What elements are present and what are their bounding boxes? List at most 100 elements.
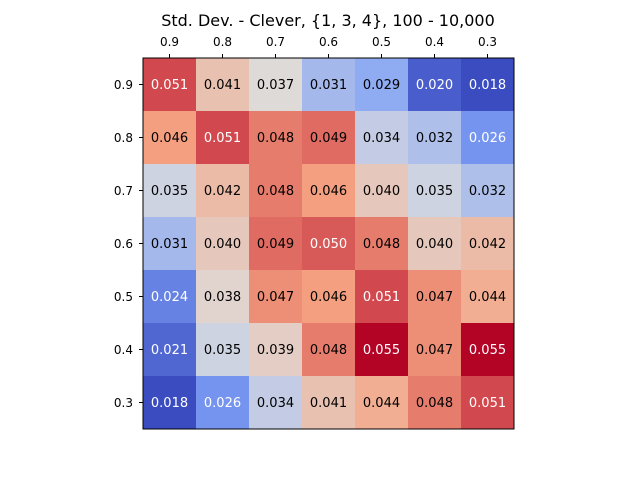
cell-value-label: 0.046: [310, 290, 347, 305]
heatmap-cell: [249, 164, 302, 217]
y-tick-label: 0.3: [114, 396, 133, 410]
heatmap-cell: [249, 58, 302, 111]
cell-value-label: 0.026: [469, 131, 506, 146]
chart-title: Std. Dev. - Clever, {1, 3, 4}, 100 - 10,…: [161, 11, 495, 30]
cell-value-label: 0.041: [310, 396, 347, 411]
heatmap-cell: [196, 111, 249, 164]
heatmap-cell: [143, 111, 196, 164]
cell-value-label: 0.038: [204, 290, 241, 305]
heatmap-cell: [355, 376, 408, 429]
heatmap-cell: [196, 217, 249, 270]
cell-value-label: 0.051: [204, 131, 241, 146]
cell-value-label: 0.018: [151, 396, 188, 411]
cell-value-label: 0.040: [416, 237, 453, 252]
cell-value-label: 0.026: [204, 396, 241, 411]
heatmap-cell: [408, 217, 461, 270]
heatmap-cell: [302, 270, 355, 323]
cell-value-label: 0.035: [151, 184, 188, 199]
cell-value-label: 0.047: [416, 290, 453, 305]
heatmap-cell: [461, 376, 514, 429]
heatmap-cell: [249, 217, 302, 270]
heatmap-cells: 0.051 0.041 0.037 0.031 0.029 0.020 0.018 0.046…: [143, 58, 514, 429]
cell-value-label: 0.035: [204, 343, 241, 358]
x-tick-label: 0.7: [266, 35, 285, 49]
cell-value-label: 0.032: [416, 131, 453, 146]
heatmap-cell: [249, 270, 302, 323]
cell-value-label: 0.031: [310, 78, 347, 93]
heatmap-cell: [461, 58, 514, 111]
cell-value-label: 0.032: [469, 184, 506, 199]
cell-value-label: 0.040: [204, 237, 241, 252]
heatmap-cell: [196, 376, 249, 429]
heatmap-cell: [302, 376, 355, 429]
cell-value-label: 0.024: [151, 290, 188, 305]
heatmap-cell: [196, 270, 249, 323]
heatmap-cell: [355, 111, 408, 164]
heatmap-cell: [461, 164, 514, 217]
heatmap-cell: [196, 323, 249, 376]
cell-value-label: 0.048: [257, 131, 294, 146]
heatmap-cell: [143, 270, 196, 323]
y-tick-label: 0.6: [114, 237, 133, 251]
cell-value-label: 0.042: [469, 237, 506, 252]
cell-value-label: 0.034: [363, 131, 400, 146]
cell-value-label: 0.051: [469, 396, 506, 411]
heatmap-cell: [143, 217, 196, 270]
cell-value-label: 0.048: [363, 237, 400, 252]
cell-value-label: 0.020: [416, 78, 453, 93]
heatmap-cell: [461, 323, 514, 376]
heatmap-cell: [143, 376, 196, 429]
heatmap-cell: [196, 164, 249, 217]
cell-value-label: 0.018: [469, 78, 506, 93]
x-tick-label: 0.4: [425, 35, 444, 49]
heatmap-cell: [408, 164, 461, 217]
cell-value-label: 0.037: [257, 78, 294, 93]
heatmap-cell: [302, 58, 355, 111]
heatmap-cell: [249, 323, 302, 376]
cell-value-label: 0.042: [204, 184, 241, 199]
x-tick-label: 0.6: [319, 35, 338, 49]
x-tick-label: 0.3: [478, 35, 497, 49]
cell-value-label: 0.047: [416, 343, 453, 358]
heatmap-cell: [249, 376, 302, 429]
cell-value-label: 0.034: [257, 396, 294, 411]
cell-value-label: 0.049: [310, 131, 347, 146]
cell-value-label: 0.050: [310, 237, 347, 252]
heatmap-cell: [461, 270, 514, 323]
heatmap-cell: [249, 111, 302, 164]
heatmap-cell: [355, 323, 408, 376]
heatmap-cell: [302, 164, 355, 217]
heatmap-cell: [408, 323, 461, 376]
heatmap-cell: [143, 323, 196, 376]
cell-value-label: 0.048: [257, 184, 294, 199]
cell-value-label: 0.021: [151, 343, 188, 358]
heatmap-cell: [302, 217, 355, 270]
cell-value-label: 0.039: [257, 343, 294, 358]
cell-value-label: 0.040: [363, 184, 400, 199]
y-tick-label: 0.8: [114, 131, 133, 145]
heatmap-cell: [408, 111, 461, 164]
cell-value-label: 0.044: [469, 290, 506, 305]
x-tick-label: 0.9: [160, 35, 179, 49]
heatmap-cell: [408, 58, 461, 111]
y-tick-label: 0.7: [114, 184, 133, 198]
cell-value-label: 0.046: [310, 184, 347, 199]
heatmap-cell: [355, 270, 408, 323]
heatmap-cell: [461, 111, 514, 164]
cell-value-label: 0.035: [416, 184, 453, 199]
x-tick-label: 0.8: [213, 35, 232, 49]
cell-value-label: 0.055: [363, 343, 400, 358]
cell-value-label: 0.048: [416, 396, 453, 411]
heatmap-cell: [302, 323, 355, 376]
plot-frame: [142, 57, 515, 430]
cell-value-label: 0.049: [257, 237, 294, 252]
x-tick-label: 0.5: [372, 35, 391, 49]
cell-value-label: 0.031: [151, 237, 188, 252]
cell-value-label: 0.041: [204, 78, 241, 93]
cell-value-label: 0.044: [363, 396, 400, 411]
heatmap-cell: [143, 58, 196, 111]
cell-value-label: 0.048: [310, 343, 347, 358]
heatmap-cell: [302, 111, 355, 164]
heatmap-cell: [408, 270, 461, 323]
